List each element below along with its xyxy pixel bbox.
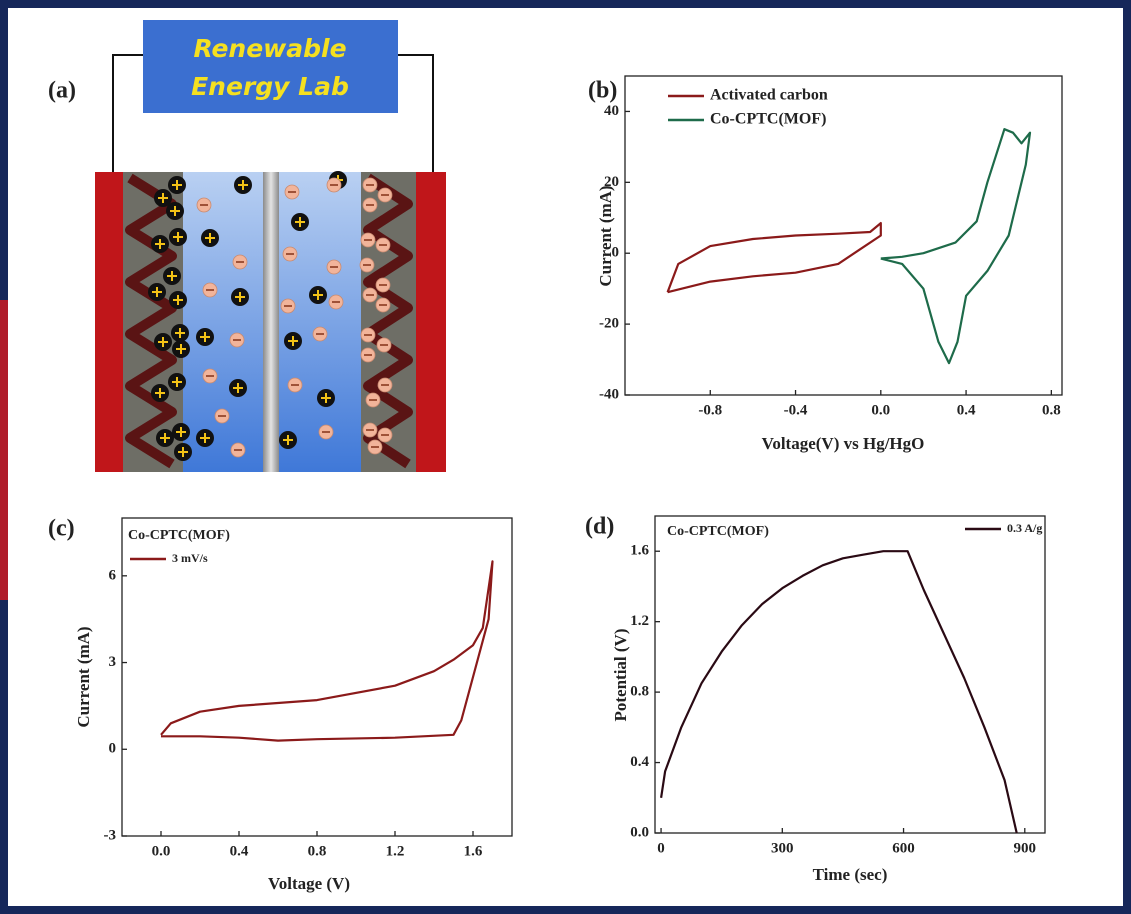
electrolyte — [279, 172, 361, 472]
cation-sign — [178, 447, 188, 457]
y-tick-label: 0.8 — [630, 684, 649, 700]
y-tick-label: 3 — [109, 654, 117, 670]
plot-frame — [654, 515, 1046, 834]
series-line — [660, 550, 1018, 834]
cation-sign — [170, 206, 180, 216]
y-tick-label: 1.2 — [630, 613, 649, 629]
cation-sign — [158, 193, 168, 203]
y-tick-label: 0.4 — [630, 754, 649, 770]
y-axis-label: Current (mA) — [74, 626, 93, 727]
x-tick-label: 1.6 — [464, 843, 483, 859]
banner — [143, 20, 398, 113]
cation-sign — [158, 337, 168, 347]
y-tick-label: 20 — [604, 174, 619, 190]
x-tick-label: 0.0 — [152, 843, 171, 859]
electrolyte — [183, 172, 263, 472]
cation-sign — [321, 393, 331, 403]
cation-sign — [176, 344, 186, 354]
plot-frame — [624, 75, 1063, 396]
cation-sign — [155, 388, 165, 398]
cation-sign — [205, 233, 215, 243]
diagram: Renewable Energy Lab (a) — [48, 20, 446, 472]
cation-sign — [295, 217, 305, 227]
x-tick-label: 0 — [657, 840, 665, 856]
y-tick-label: 0 — [612, 245, 620, 261]
current-collector — [416, 172, 446, 472]
banner-text: Renewable — [193, 34, 346, 63]
y-axis-label: Current (mA) — [596, 185, 615, 286]
y-tick-label: -3 — [104, 827, 117, 843]
legend-label: 0.3 A/g — [1007, 521, 1042, 535]
series-line — [880, 128, 1032, 365]
banner-text: Energy Lab — [191, 72, 349, 101]
panel-label: (c) — [48, 516, 75, 542]
cation-sign — [152, 287, 162, 297]
panel-label: (b) — [588, 78, 617, 104]
cation-sign — [160, 433, 170, 443]
x-tick-label: 0.8 — [1042, 402, 1061, 418]
cation-sign — [288, 336, 298, 346]
y-tick-label: 6 — [109, 567, 117, 583]
x-tick-label: 0.4 — [230, 843, 249, 859]
x-tick-label: -0.8 — [698, 402, 722, 418]
cation-sign — [283, 435, 293, 445]
cation-sign — [155, 239, 165, 249]
panel-label: (a) — [48, 78, 76, 104]
cation-sign — [172, 180, 182, 190]
legend-label: Co-CPTC(MOF) — [710, 111, 826, 128]
series-line — [666, 222, 882, 294]
series-line — [160, 560, 494, 742]
x-axis-label: Time (sec) — [813, 865, 888, 884]
current-collector — [95, 172, 123, 472]
x-tick-label: 0.8 — [308, 843, 327, 859]
cation-sign — [233, 383, 243, 393]
x-tick-label: 300 — [771, 840, 794, 856]
cation-sign — [313, 290, 323, 300]
plot-frame — [121, 517, 513, 837]
x-tick-label: 0.0 — [871, 402, 890, 418]
x-tick-label: -0.4 — [784, 402, 808, 418]
x-axis-label: Voltage(V) vs Hg/HgO — [762, 434, 925, 453]
cation-sign — [200, 332, 210, 342]
x-tick-label: 900 — [1014, 840, 1037, 856]
panel-label: (d) — [585, 514, 614, 540]
x-tick-label: 600 — [892, 840, 915, 856]
legend-label: 3 mV/s — [172, 551, 208, 565]
y-axis-label: Potential (V) — [611, 628, 630, 721]
coil — [125, 173, 177, 469]
cation-sign — [238, 180, 248, 190]
separator — [263, 172, 279, 472]
x-tick-label: 0.4 — [957, 402, 976, 418]
y-tick-label: 40 — [604, 103, 619, 119]
x-axis-label: Voltage (V) — [268, 874, 350, 893]
legend-label: Activated carbon — [710, 87, 828, 104]
y-tick-label: 0.0 — [630, 824, 649, 840]
cation-sign — [167, 271, 177, 281]
wire — [112, 54, 143, 172]
y-tick-label: 1.6 — [630, 543, 649, 559]
cation-sign — [176, 427, 186, 437]
cation-sign — [172, 377, 182, 387]
coil — [363, 173, 413, 469]
y-tick-label: 0 — [109, 741, 117, 757]
annotation: Co-CPTC(MOF) — [667, 524, 769, 539]
annotation: Co-CPTC(MOF) — [128, 528, 230, 543]
cation-sign — [175, 328, 185, 338]
cation-sign — [173, 232, 183, 242]
y-tick-label: -20 — [599, 316, 619, 332]
frame-accent — [0, 300, 8, 600]
cation-sign — [200, 433, 210, 443]
cation-sign — [173, 295, 183, 305]
x-tick-label: 1.2 — [386, 843, 405, 859]
wire — [398, 54, 434, 172]
y-tick-label: -40 — [599, 386, 619, 402]
cation-sign — [235, 292, 245, 302]
